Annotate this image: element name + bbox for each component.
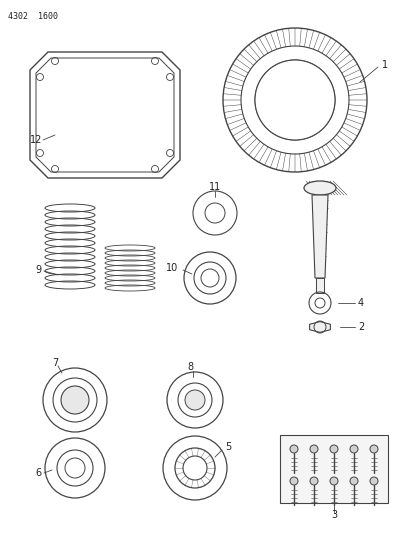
- Text: 6: 6: [35, 468, 41, 478]
- Bar: [280, 435, 388, 503]
- Polygon shape: [316, 278, 324, 293]
- Circle shape: [290, 477, 298, 485]
- Text: 11: 11: [209, 182, 221, 192]
- Text: 5: 5: [225, 442, 231, 452]
- Text: 10: 10: [166, 263, 178, 273]
- Circle shape: [310, 445, 318, 453]
- Polygon shape: [312, 195, 328, 278]
- Circle shape: [350, 477, 358, 485]
- Text: 2: 2: [358, 322, 364, 332]
- Text: 1: 1: [382, 60, 388, 70]
- Circle shape: [185, 390, 205, 410]
- Polygon shape: [310, 321, 330, 333]
- Text: 7: 7: [52, 358, 58, 368]
- Text: 12: 12: [30, 135, 42, 145]
- Circle shape: [290, 445, 298, 453]
- Text: 9: 9: [35, 265, 41, 275]
- Text: 8: 8: [187, 362, 193, 372]
- Text: 4302  1600: 4302 1600: [8, 12, 58, 21]
- Circle shape: [350, 445, 358, 453]
- Circle shape: [370, 445, 378, 453]
- Circle shape: [310, 477, 318, 485]
- Circle shape: [255, 60, 335, 140]
- Circle shape: [330, 445, 338, 453]
- Text: 4: 4: [358, 298, 364, 308]
- Ellipse shape: [304, 181, 336, 195]
- Circle shape: [61, 386, 89, 414]
- Text: 3: 3: [331, 510, 337, 520]
- Circle shape: [370, 477, 378, 485]
- Circle shape: [330, 477, 338, 485]
